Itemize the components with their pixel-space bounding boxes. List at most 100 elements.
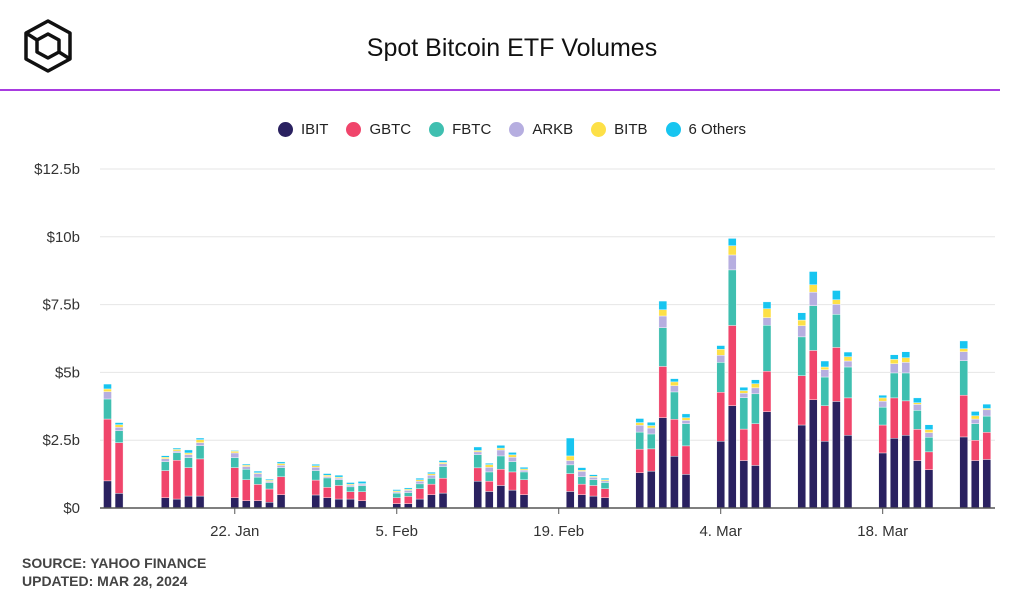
bar-segment-ibit — [323, 497, 332, 509]
bar-segment-fbtc — [184, 457, 193, 468]
bar-segment-6-others — [265, 479, 274, 481]
bar-segment-6-others — [809, 271, 818, 286]
bar-segment-bitb — [878, 397, 887, 402]
bar-segment-arkb — [346, 485, 355, 488]
bar-segment-ibit — [716, 441, 725, 509]
bar-segment-gbtc — [589, 485, 598, 497]
bar-segment-6-others — [600, 477, 610, 480]
bar-segment-fbtc — [276, 467, 286, 478]
bar-segment-gbtc — [809, 350, 818, 400]
bar-segment-ibit — [230, 497, 239, 509]
bar-segment-ibit — [762, 411, 772, 509]
legend-item-gbtc[interactable]: GBTC — [346, 121, 411, 138]
bar-segment-gbtc — [797, 375, 806, 426]
bar-segment-fbtc — [647, 433, 656, 450]
bar-segment-gbtc — [982, 432, 992, 460]
bar-segment-arkb — [566, 460, 575, 466]
bar-segment-fbtc — [404, 492, 413, 497]
legend-marker — [277, 122, 293, 137]
bar-segment-arkb — [265, 481, 274, 483]
bar-segment-6-others — [566, 437, 575, 457]
bar-segment-bitb — [809, 284, 818, 293]
bar-segment-gbtc — [658, 366, 668, 418]
bar-segment-gbtc — [971, 440, 980, 461]
bar-segment-arkb — [496, 449, 506, 457]
legend-item-fbtc[interactable]: FBTC — [429, 121, 491, 138]
legend-item-bitb[interactable]: BITB — [591, 121, 648, 138]
legend-item-ibit[interactable]: IBIT — [277, 121, 329, 138]
bar-segment-arkb — [901, 362, 911, 374]
bar-segment-ibit — [739, 460, 749, 509]
bar-segment-bitb — [971, 415, 980, 420]
bar-segment-gbtc — [820, 405, 830, 442]
bar-segment-arkb — [184, 454, 193, 458]
bar-segment-bitb — [161, 457, 170, 459]
bar-segment-bitb — [762, 308, 772, 318]
bar-segment-gbtc — [114, 442, 124, 494]
bar-segment-6-others — [716, 345, 725, 350]
bar-segment-fbtc — [820, 376, 830, 406]
bar-segment-6-others — [357, 481, 367, 484]
bar-segment-6-others — [346, 482, 355, 485]
bar-segment-arkb — [161, 458, 170, 462]
bar-segment-arkb — [809, 291, 818, 306]
bar-segment-bitb — [982, 408, 992, 411]
bar-segment-6-others — [681, 413, 691, 418]
bar-segment-arkb — [924, 432, 934, 438]
bar-segment-gbtc — [577, 483, 587, 495]
bar-segment-gbtc — [438, 477, 448, 494]
bar-segment-gbtc — [843, 397, 853, 436]
bar-segment-fbtc — [635, 431, 644, 450]
bar-segment-arkb — [890, 363, 899, 374]
bar-segment-arkb — [357, 483, 367, 486]
bar-segment-arkb — [253, 473, 263, 478]
bar-segment-bitb — [172, 449, 182, 452]
legend-marker — [665, 122, 681, 137]
bar-segment-6-others — [508, 452, 517, 456]
bar-segment-bitb — [230, 451, 239, 454]
bar-segment-6-others — [496, 445, 506, 449]
stacked-bar-chart: $0 $2.5b $5b $7.5b $10b $12.5b 22. Jan 5. Feb 19… — [34, 161, 995, 540]
bar-segment-ibit — [658, 417, 668, 509]
bar-segment-ibit — [485, 491, 494, 509]
bar-segment-gbtc — [242, 479, 251, 501]
bar-segment-gbtc — [184, 467, 193, 497]
y-tick-label: $12.5b — [34, 161, 80, 178]
bar-segment-bitb — [242, 464, 251, 467]
legend-item-6-others[interactable]: 6 Others — [665, 121, 747, 138]
bar-segment-6-others — [114, 422, 124, 425]
x-tick-label: 22. Jan — [210, 523, 259, 540]
bar-segment-gbtc — [647, 448, 656, 472]
bar-segment-fbtc — [797, 336, 806, 376]
bar-segment-fbtc — [473, 454, 482, 469]
bar-segment-6-others — [728, 238, 737, 246]
bar-segment-fbtc — [589, 479, 598, 486]
legend-marker — [591, 122, 607, 137]
legend-label: IBIT — [300, 121, 329, 138]
bar-segment-bitb — [751, 383, 760, 389]
bar-segment-fbtc — [485, 471, 494, 482]
bar-segment-6-others — [427, 472, 436, 475]
bar-segment-ibit — [195, 495, 205, 509]
bar-segment-bitb — [728, 245, 737, 256]
bar-segment-ibit — [184, 495, 193, 509]
bar-segment-arkb — [913, 404, 922, 411]
bar-segment-fbtc — [959, 360, 968, 396]
bar-segment-6-others — [739, 387, 749, 391]
bar-segment-gbtc — [311, 479, 320, 496]
bar-segment-fbtc — [751, 393, 760, 424]
bar-segment-arkb — [230, 452, 239, 458]
bar-segment-6-others — [242, 463, 251, 466]
bar-segment-fbtc — [890, 372, 899, 399]
bar-segment-arkb — [681, 420, 691, 424]
bar-segment-fbtc — [357, 485, 367, 492]
bar-segment-gbtc — [681, 445, 691, 475]
legend-item-arkb[interactable]: ARKB — [509, 121, 573, 138]
legend-label: 6 Others — [688, 121, 747, 138]
bar-segment-gbtc — [323, 487, 332, 498]
bar-segment-bitb — [103, 388, 112, 392]
bar-segment-gbtc — [566, 473, 575, 492]
bar-segment-gbtc — [172, 460, 182, 500]
bar-segment-ibit — [311, 494, 320, 509]
bar-segment-fbtc — [843, 366, 853, 399]
